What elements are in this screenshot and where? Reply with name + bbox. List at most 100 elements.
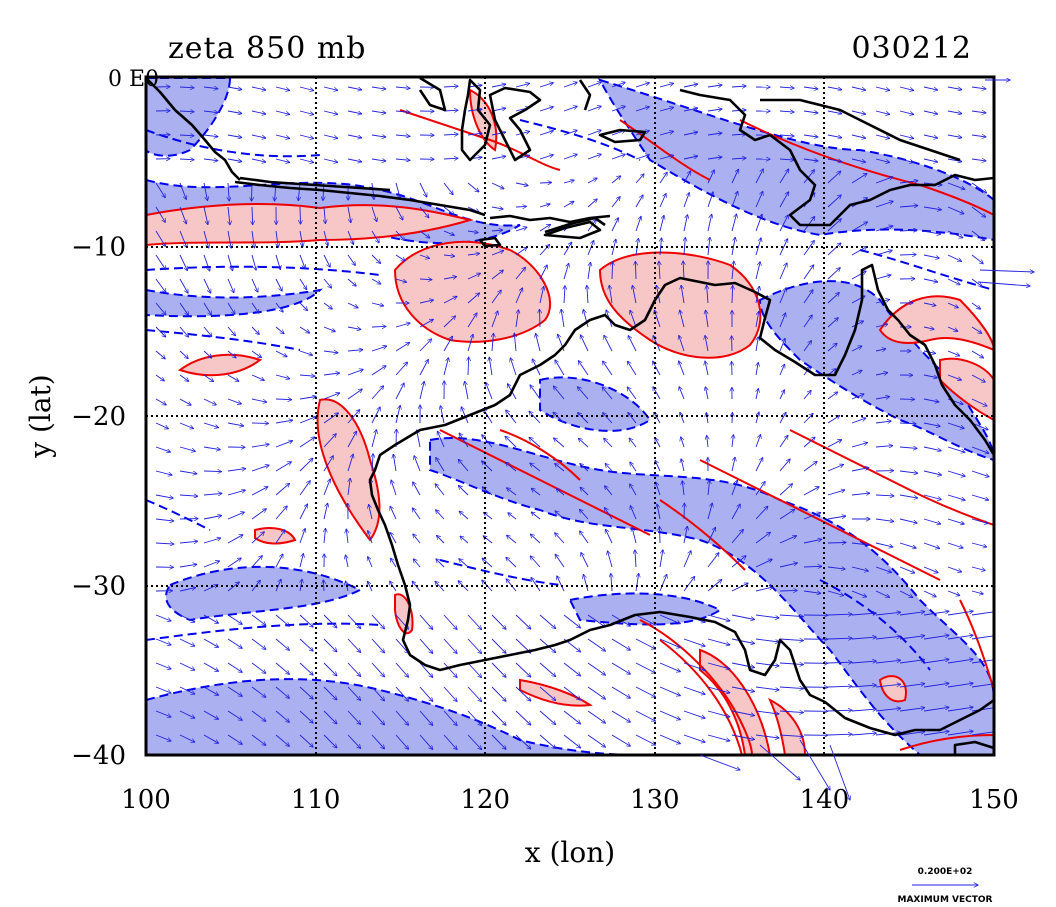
wind-vector [971, 494, 989, 500]
wind-vector [203, 585, 218, 592]
wind-vector [347, 110, 362, 114]
wind-vector [583, 310, 589, 328]
wind-vector [347, 389, 362, 400]
wind-vector [507, 535, 517, 544]
wind-vector [875, 349, 886, 351]
wind-vector [491, 638, 506, 653]
wind-vector [323, 393, 340, 400]
wind-vector [555, 533, 565, 544]
wind-vector [803, 462, 817, 472]
wind-vector [654, 412, 661, 424]
wind-vector [563, 710, 581, 724]
wind-vector [563, 201, 574, 208]
wind-vector [539, 710, 556, 725]
wind-vector [515, 614, 531, 629]
wind-vector [923, 731, 949, 736]
y-tick-labels: −10 −20 −30 −40 [71, 233, 126, 772]
wind-vector [803, 414, 813, 424]
wind-vector [971, 111, 986, 113]
wind-vector [755, 435, 761, 448]
wind-vector [851, 493, 870, 495]
wind-vector [179, 638, 195, 646]
wind-vector [419, 182, 427, 197]
wind-vector [419, 300, 433, 304]
wind-vector [731, 134, 746, 135]
wind-vector [275, 579, 281, 592]
wind-vector [731, 662, 755, 668]
wind-vector [604, 438, 613, 448]
wind-vector [443, 710, 457, 726]
coastlines [146, 77, 994, 755]
wind-vector [436, 510, 445, 520]
wind-vector [851, 134, 866, 138]
wind-vector [443, 336, 453, 352]
wind-vector [923, 422, 940, 426]
wind-vector [371, 254, 381, 263]
wind-vector [563, 614, 581, 628]
wind-vector [443, 182, 453, 195]
wind-vector [395, 206, 403, 220]
wind-vector [971, 374, 985, 382]
wind-vector [779, 536, 797, 544]
wind-vector [515, 206, 526, 207]
wind-vector [554, 386, 565, 400]
wind-vector [299, 481, 310, 496]
wind-vector [467, 313, 477, 328]
wind-vector [514, 333, 516, 352]
wind-vector [755, 214, 762, 232]
wind-vector [155, 326, 166, 337]
wind-vector [851, 590, 867, 597]
wind-vector [731, 556, 746, 568]
wind-vector [251, 374, 264, 380]
wind-vector [251, 110, 266, 114]
wind-vector [659, 215, 664, 232]
map-title-left: zeta 850 mb [168, 31, 367, 66]
wind-vector [368, 581, 373, 592]
wind-vector [539, 287, 544, 304]
wind-vector [227, 374, 239, 381]
wind-vector [179, 564, 197, 568]
wind-vector [947, 707, 973, 712]
wind-vector [275, 254, 280, 270]
wind-vector [947, 635, 973, 640]
wind-vector [587, 734, 605, 747]
wind-vector [803, 566, 822, 567]
wind-vector [707, 170, 714, 184]
wind-vector [779, 711, 803, 713]
wind-vector [155, 686, 171, 693]
wind-vector [705, 336, 709, 352]
wind-vector [851, 685, 876, 687]
wind-vector [683, 686, 705, 694]
wind-vector [347, 327, 361, 329]
wind-vector [323, 110, 338, 114]
wind-vector [629, 438, 637, 448]
x-tick-label: 120 [460, 785, 510, 815]
wind-vector [482, 435, 493, 448]
wind-vector [299, 614, 313, 627]
wind-vector [603, 413, 613, 424]
wind-vector [203, 374, 214, 382]
wind-vector [529, 411, 541, 424]
wind-vector [348, 478, 350, 496]
wind-vector [155, 614, 171, 621]
wind-vector [731, 504, 740, 520]
wind-vector [947, 230, 963, 238]
wind-vector [707, 553, 719, 568]
wind-vector [609, 285, 613, 304]
wind-vector [755, 238, 761, 256]
wind-vector [515, 662, 531, 677]
wind-vector [659, 550, 663, 568]
wind-vector [179, 182, 186, 199]
vorticity-contour-lines [146, 109, 994, 755]
wind-vector [827, 440, 842, 448]
wind-vector [347, 614, 361, 628]
wind-vector [681, 459, 685, 472]
wind-vector [395, 182, 400, 199]
wind-vector [732, 435, 733, 448]
wind-vector [635, 638, 655, 649]
wind-vector [827, 710, 852, 711]
wind-vector [179, 446, 195, 451]
wind-vector [227, 158, 242, 162]
x-tick-label: 110 [291, 785, 341, 815]
wind-vector [155, 519, 174, 521]
